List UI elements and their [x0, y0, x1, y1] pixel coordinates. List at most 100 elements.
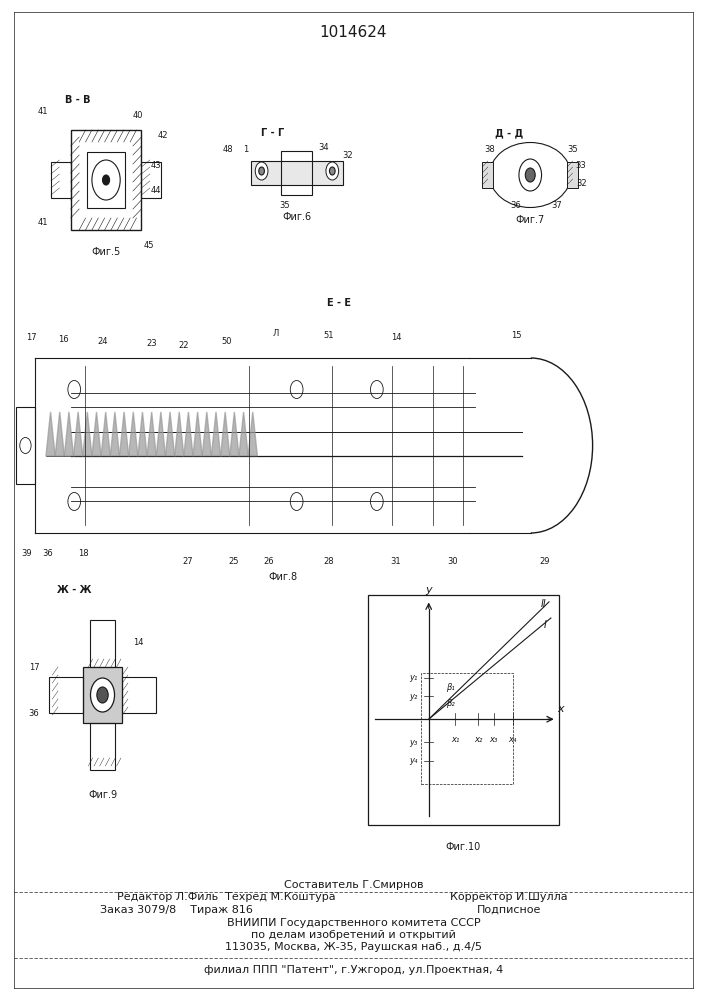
- Polygon shape: [83, 412, 92, 456]
- Text: 23: 23: [146, 340, 158, 349]
- Polygon shape: [193, 412, 202, 456]
- Text: 30: 30: [447, 556, 458, 566]
- Text: y₁: y₁: [409, 673, 417, 682]
- Polygon shape: [156, 412, 165, 456]
- Bar: [567, 162, 578, 188]
- Text: II: II: [540, 599, 546, 609]
- Circle shape: [20, 438, 31, 454]
- Text: x₃: x₃: [489, 735, 498, 744]
- Text: 1: 1: [243, 145, 249, 154]
- Text: 39: 39: [21, 548, 33, 558]
- Polygon shape: [138, 412, 147, 456]
- Circle shape: [370, 380, 383, 398]
- Text: 41: 41: [37, 218, 47, 227]
- Text: 36: 36: [28, 708, 40, 718]
- Bar: [141, 162, 161, 198]
- Text: 34: 34: [318, 142, 329, 151]
- Bar: [86, 152, 125, 208]
- Text: Корректор И.Шулла: Корректор И.Шулла: [450, 892, 568, 902]
- Bar: [251, 161, 343, 185]
- Text: β₁: β₁: [445, 682, 455, 692]
- Text: 36: 36: [42, 548, 54, 558]
- Text: β₂: β₂: [445, 699, 455, 708]
- Text: 35: 35: [279, 201, 290, 210]
- Text: 14: 14: [133, 638, 143, 647]
- Text: Фиг.9: Фиг.9: [88, 790, 117, 800]
- Bar: [71, 130, 141, 230]
- Bar: [368, 595, 559, 825]
- Text: 51: 51: [324, 332, 334, 340]
- Polygon shape: [184, 412, 193, 456]
- Circle shape: [259, 167, 264, 175]
- Polygon shape: [55, 412, 64, 456]
- Text: 25: 25: [228, 556, 238, 566]
- Text: Фиг.6: Фиг.6: [282, 212, 312, 222]
- Circle shape: [326, 162, 339, 180]
- Polygon shape: [248, 412, 257, 456]
- Circle shape: [68, 380, 81, 398]
- Text: 33: 33: [575, 160, 587, 169]
- Text: Г - Г: Г - Г: [261, 128, 284, 138]
- Bar: [281, 151, 312, 195]
- Text: 32: 32: [575, 178, 587, 188]
- Text: Фиг.8: Фиг.8: [268, 572, 298, 582]
- Polygon shape: [92, 412, 101, 456]
- Text: y₃: y₃: [409, 738, 417, 747]
- Text: Фиг.10: Фиг.10: [445, 842, 481, 852]
- Text: 15: 15: [511, 332, 521, 340]
- Polygon shape: [165, 412, 175, 456]
- Bar: [49, 677, 83, 713]
- Circle shape: [291, 492, 303, 510]
- Text: 45: 45: [144, 241, 153, 250]
- Circle shape: [291, 380, 303, 398]
- Text: ВНИИПИ Государственного комитета СССР: ВНИИПИ Государственного комитета СССР: [227, 918, 480, 928]
- Text: 37: 37: [551, 201, 563, 210]
- Bar: [51, 162, 71, 198]
- Circle shape: [519, 159, 542, 191]
- Text: x: x: [557, 704, 563, 714]
- Circle shape: [103, 175, 110, 185]
- Text: 17: 17: [26, 334, 37, 342]
- Text: 22: 22: [179, 342, 189, 351]
- Text: 16: 16: [58, 336, 69, 344]
- Text: по делам изобретений и открытий: по делам изобретений и открытий: [251, 930, 456, 940]
- Bar: [122, 677, 156, 713]
- Text: I: I: [544, 620, 547, 630]
- Text: x₂: x₂: [474, 735, 483, 744]
- Text: Подписное: Подписное: [477, 905, 542, 915]
- Bar: [421, 673, 513, 784]
- Text: x₁: x₁: [451, 735, 460, 744]
- Text: Е - Е: Е - Е: [327, 298, 351, 308]
- Text: y: y: [426, 585, 432, 595]
- Text: y₂: y₂: [409, 692, 417, 701]
- Polygon shape: [46, 412, 55, 456]
- Polygon shape: [239, 412, 248, 456]
- Text: 43: 43: [150, 160, 161, 169]
- Text: Фиг.5: Фиг.5: [91, 247, 121, 257]
- Polygon shape: [221, 412, 230, 456]
- Bar: [16, 407, 35, 484]
- Text: Ж - Ж: Ж - Ж: [57, 585, 91, 595]
- Text: 31: 31: [390, 556, 402, 566]
- Text: филиал ППП "Патент", г.Ужгород, ул.Проектная, 4: филиал ППП "Патент", г.Ужгород, ул.Проек…: [204, 965, 503, 975]
- Text: 41: 41: [37, 107, 47, 116]
- Text: 40: 40: [133, 111, 143, 120]
- Text: 36: 36: [510, 201, 522, 210]
- Text: Заказ 3079/8    Тираж 816: Заказ 3079/8 Тираж 816: [100, 905, 253, 915]
- Circle shape: [370, 492, 383, 510]
- Text: 29: 29: [539, 556, 549, 566]
- Polygon shape: [230, 412, 239, 456]
- Text: 18: 18: [78, 548, 89, 558]
- Circle shape: [255, 162, 268, 180]
- Circle shape: [90, 678, 115, 712]
- Text: 14: 14: [391, 334, 401, 342]
- Text: y₄: y₄: [409, 756, 417, 765]
- Bar: [83, 667, 122, 723]
- Text: Д - Д: Д - Д: [495, 128, 523, 138]
- Polygon shape: [119, 412, 129, 456]
- Text: 27: 27: [182, 556, 193, 566]
- Text: 32: 32: [342, 150, 354, 159]
- Text: 26: 26: [263, 556, 274, 566]
- Circle shape: [525, 168, 535, 182]
- Text: 24: 24: [98, 338, 107, 347]
